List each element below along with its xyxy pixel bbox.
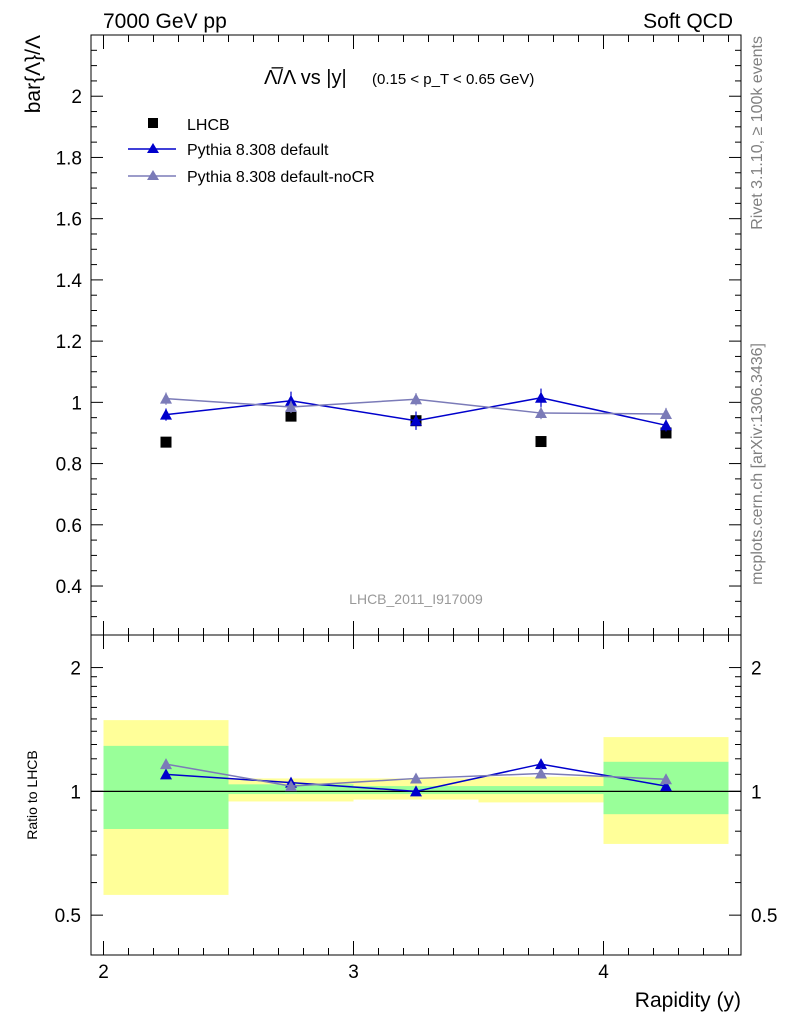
ratio-mc-point	[660, 773, 672, 785]
main-ytick-label: 1.4	[56, 271, 83, 292]
side-label-top: Rivet 3.1.10, ≥ 100k events	[749, 36, 766, 230]
plot-title-cut: (0.15 < p_T < 0.65 GeV)	[372, 71, 534, 88]
main-ytick-label: 1.2	[56, 332, 82, 353]
main-data-point	[535, 436, 547, 448]
side-label-bottom: mcplots.cern.ch [arXiv:1306.3436]	[749, 343, 766, 585]
ratio-band-inner	[478, 786, 604, 795]
main-mc-point	[660, 419, 672, 431]
ratio-xtick-label: 2	[98, 962, 109, 983]
ratio-mc-point	[410, 785, 422, 797]
legend-item-pythia-default: Pythia 8.308 default	[128, 142, 329, 159]
main-mc-point	[160, 408, 172, 420]
ratio-mc-point	[285, 780, 297, 792]
ratio-ytick-label: 0.5	[55, 906, 81, 927]
legend-label-pythia-default: Pythia 8.308 default	[187, 142, 329, 159]
legend-item-lhcb: LHCB	[148, 117, 230, 134]
main-mc-point	[410, 414, 422, 426]
ratio-panel: 0.5 0.5 1 1 2 2 2 3 4 Ratio to LHCB Rapidity (y)	[24, 634, 777, 1012]
header-right: Soft QCD	[643, 10, 733, 33]
legend-marker-triangle-default	[147, 143, 159, 153]
plot-title-main: Λ̅/Λ vs |y|	[264, 66, 347, 89]
main-mc-point	[660, 407, 672, 419]
legend-item-pythia-nocr: Pythia 8.308 default-noCR	[128, 169, 375, 186]
main-mc-point	[535, 407, 547, 419]
main-mc-point	[160, 392, 172, 404]
ratio-plot-layer: 0.5 0.5 1 1 2 2 2 3 4	[55, 635, 777, 983]
ratio-ytick-label-right: 2	[751, 659, 762, 680]
main-data-point	[160, 436, 172, 448]
ratio-ytick-label: 1	[70, 782, 81, 803]
header-left: 7000 GeV pp	[103, 10, 227, 33]
legend: LHCB Pythia 8.308 default Pythia 8.308 d…	[128, 117, 375, 186]
main-ytick-label: 2	[71, 87, 82, 108]
legend-marker-square	[148, 118, 158, 128]
main-mc-point	[285, 400, 297, 412]
main-data-point	[285, 410, 297, 422]
plot-title-cut-text: (0.15 < p_T < 0.65 GeV)	[372, 71, 534, 88]
ratio-ytick-label-right: 0.5	[751, 906, 777, 927]
ratio-frame	[90, 634, 742, 956]
ratio-mc-point	[160, 758, 172, 770]
ratio-xlabel: Rapidity (y)	[635, 989, 741, 1012]
legend-label-lhcb: LHCB	[187, 117, 230, 134]
main-ytick-label: 1	[71, 393, 82, 414]
main-ytick-label: 0.4	[56, 577, 83, 598]
main-mc-point	[410, 393, 422, 405]
main-mc-point	[285, 394, 297, 406]
main-data-point	[660, 427, 672, 439]
main-panel: 0.4 0.6 0.8 1 1.2 1.4 1.6 1.8 2 Λ̅/Λ vs |y| (0.1…	[22, 34, 742, 636]
main-ylabel: bar{Λ}/Λ	[22, 35, 45, 113]
main-ytick-label: 1.8	[56, 148, 82, 169]
ratio-mc-point	[660, 780, 672, 792]
ratio-xtick-label: 3	[348, 962, 359, 983]
ratio-ylabel: Ratio to LHCB	[24, 750, 40, 839]
ratio-mc-point	[410, 772, 422, 784]
watermark: LHCB_2011_I917009	[349, 591, 483, 607]
main-ytick-label: 1.6	[56, 210, 82, 231]
main-mc-point	[535, 391, 547, 403]
ratio-mc-point	[160, 768, 172, 780]
ratio-ytick-label-right: 1	[751, 782, 762, 803]
ratio-mc-point	[535, 758, 547, 770]
legend-marker-triangle-nocr	[147, 170, 159, 180]
ratio-mc-point	[535, 767, 547, 779]
plot-title: Λ̅/Λ vs |y|	[264, 66, 347, 89]
main-ytick-label: 0.6	[56, 516, 82, 537]
main-ytick-label: 0.8	[56, 455, 82, 476]
legend-label-pythia-nocr: Pythia 8.308 default-noCR	[187, 169, 375, 186]
ratio-ytick-label: 2	[70, 659, 81, 680]
ratio-xtick-label: 4	[598, 962, 609, 983]
main-plot-layer: 0.4 0.6 0.8 1 1.2 1.4 1.6 1.8 2	[56, 35, 741, 635]
